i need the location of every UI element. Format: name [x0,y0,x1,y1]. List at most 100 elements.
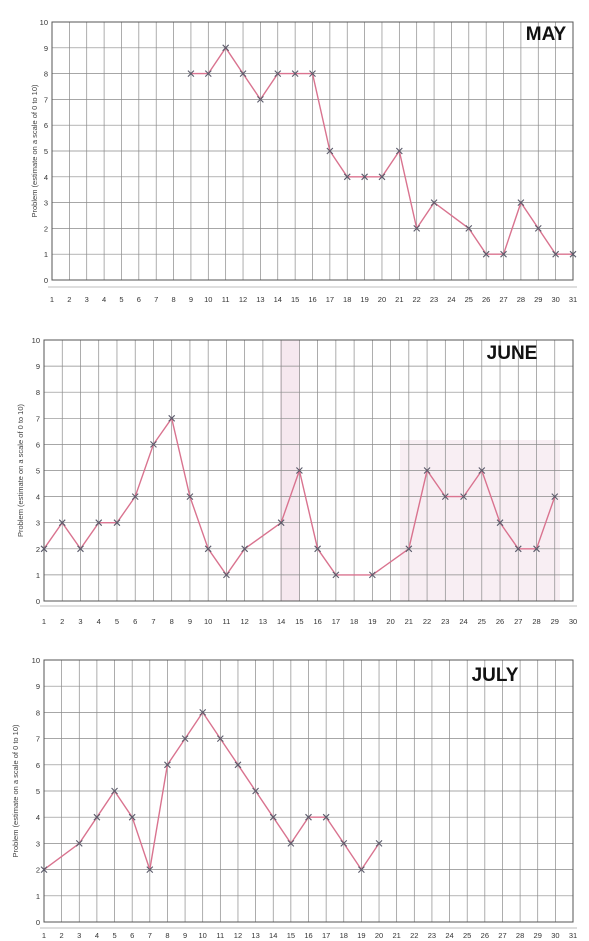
plot-frame [43,339,574,602]
y-tick-label: 0 [36,597,40,606]
x-tick-label: 29 [551,617,559,626]
point-mark [368,571,376,579]
x-tick-label: 24 [459,617,467,626]
x-tick-label: 9 [183,931,187,940]
x-tick-label: 28 [532,617,540,626]
point-mark [186,493,194,500]
y-tick-label: 0 [44,276,48,285]
data-point [314,545,322,553]
x-tick-label: 7 [148,931,152,940]
x-tick-label: 8 [171,295,175,304]
x-tick-label: 27 [514,617,522,626]
y-tick-label: 0 [36,918,40,927]
x-tick-label: 16 [308,295,316,304]
data-point [478,467,486,474]
x-tick-label: 1 [42,931,46,940]
y-tick-label: 6 [36,440,40,449]
y-tick-label: 1 [36,571,40,580]
gridlines [43,659,574,923]
data-point [395,147,403,155]
point-mark [295,467,303,474]
data-point [128,813,136,821]
x-tick-label: 24 [447,295,455,304]
y-tick-label: 10 [32,656,40,665]
x-tick-label: 5 [115,617,119,626]
x-tick-label: 17 [322,931,330,940]
data-point [77,545,84,553]
x-tick-label: 28 [517,295,525,304]
x-tick-label: 5 [112,931,116,940]
data-point [332,571,340,579]
data-point [277,519,285,527]
x-tick-label: 13 [251,931,259,940]
x-tick-label: 6 [137,295,141,304]
data-point [375,840,383,847]
x-tick-label: 6 [130,931,134,940]
point-mark [405,545,413,553]
y-tick-label: 3 [36,519,40,528]
y-tick-label: 9 [36,362,40,371]
x-tick-label: 8 [165,931,169,940]
data-point [326,147,334,155]
data-point [252,787,259,795]
y-tick-label: 5 [36,787,40,796]
point-mark [77,545,84,553]
point-mark [569,250,577,258]
point-mark [252,787,259,795]
x-tick-label: 21 [392,931,400,940]
data-point [309,70,316,77]
data-point [552,250,560,258]
x-tick-label: 17 [326,295,334,304]
data-point [187,70,195,77]
x-tick-label: 29 [534,295,542,304]
data-point [405,545,413,553]
point-mark [478,467,486,474]
point-mark [146,866,154,873]
x-tick-label: 12 [234,931,242,940]
x-tick-label: 20 [386,617,394,626]
x-tick-label: 8 [170,617,174,626]
point-mark [93,813,101,821]
point-mark [482,250,490,258]
y-tick-label: 8 [36,388,40,397]
data-point [441,493,449,500]
point-mark [40,545,48,553]
x-tick-label: 19 [360,295,368,304]
x-tick-label: 30 [551,295,559,304]
x-tick-label: 2 [60,931,64,940]
x-tick-label: 11 [223,617,231,626]
data-point [460,493,467,500]
x-tick-label: 1 [42,617,46,626]
data-point [358,866,365,873]
x-tick-label: 22 [410,931,418,940]
x-tick-label: 6 [133,617,137,626]
x-tick-label: 30 [551,931,559,940]
data-point [534,225,542,232]
y-tick-label: 4 [36,493,40,502]
data-point [204,70,212,77]
x-tick-label: 16 [304,931,312,940]
point-mark [223,571,230,579]
y-tick-label: 9 [44,44,48,53]
data-point [500,250,507,258]
point-mark [309,70,316,77]
data-point [204,545,212,553]
point-mark [465,225,473,232]
x-tick-label: 26 [482,295,490,304]
data-point [168,414,176,422]
x-tick-label: 17 [332,617,340,626]
point-mark [216,735,224,742]
data-point [58,519,66,527]
x-tick-label: 29 [534,931,542,940]
y-tick-label: 5 [36,467,40,476]
data-point [295,467,303,474]
x-tick-label: 24 [445,931,453,940]
point-mark [239,70,247,77]
x-tick-label: 15 [291,295,299,304]
x-tick-label: 9 [188,617,192,626]
point-mark [58,519,66,527]
data-point [482,250,490,258]
x-tick-label: 2 [67,295,71,304]
point-mark [241,545,249,553]
y-tick-label: 6 [44,121,48,130]
